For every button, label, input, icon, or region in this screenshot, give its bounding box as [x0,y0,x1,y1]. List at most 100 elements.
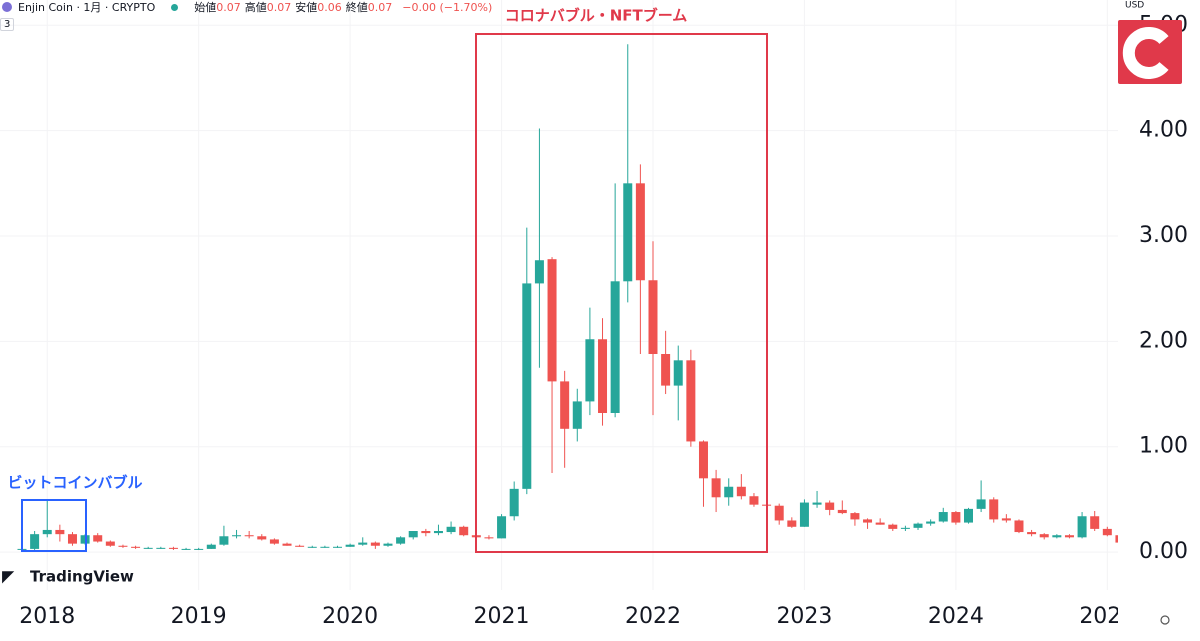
candle-body [888,524,898,529]
candle-body [598,339,608,413]
x-tick-label: 2018 [19,604,75,629]
candle-body [623,183,633,282]
y-tick-label: 0.00 [1139,539,1188,564]
candle-body [206,544,216,549]
x-tick-label: 2020 [322,604,378,629]
stat-value: 0.07 [216,1,241,14]
tv-logo: TradingView [30,568,134,586]
candle-body [534,260,544,284]
candle-body [143,547,153,549]
candle-body [484,537,494,539]
candle-body [837,509,847,514]
candle-body [1090,516,1100,529]
stat-value: 0.06 [317,1,342,14]
candle-body [825,502,835,510]
candle-body [951,512,961,523]
stat-label: 終値 [345,1,368,14]
collapse-button[interactable]: 3 [0,18,15,31]
annotation-box [21,499,87,552]
candle-body [345,544,355,547]
candle-body [459,526,469,536]
annotation-label: コロナバブル・NFTブーム [505,7,688,25]
candle-body [913,523,923,528]
candle-body [509,488,519,517]
candle-body [232,535,242,537]
status-dot [171,3,179,11]
candle-body [686,360,696,442]
candle-body [307,546,317,548]
candle-body [55,529,65,535]
stat-label: 安値 [295,1,318,14]
candle-body [926,521,936,524]
candle-body [105,541,115,546]
candle-body [1014,520,1024,533]
candle-body [93,535,103,542]
candle-body [1039,534,1049,538]
currency-label: USD [1125,1,1144,11]
candle-body [1064,535,1074,538]
candle-body [698,441,708,479]
settings-icon[interactable] [1160,615,1170,625]
x-tick-label: 2024 [928,604,984,629]
candle-body [648,280,658,354]
candle-body [67,534,77,544]
candle-body [168,547,178,549]
candle-body [320,546,330,548]
y-tick-label: 2.00 [1139,328,1188,353]
price-axis-panel [1118,0,1200,641]
candle-body [408,531,418,538]
candle-body [560,381,570,429]
candle-body [585,339,595,402]
candle-body [850,513,860,520]
candle-body [1052,535,1062,538]
y-tick-label: 1.00 [1139,434,1188,459]
x-tick-label: 2022 [625,604,681,629]
candle-body [610,281,620,413]
candle-body [433,531,443,534]
candle-body [547,259,557,382]
candle-body [421,531,431,534]
candle-body [333,546,342,548]
tv-logo-mark: ◤ [2,567,15,586]
candle-body [635,183,645,281]
collapse-count: 3 [4,19,11,30]
candle-body [799,502,809,527]
candle-body [156,547,166,549]
candle-body [370,542,380,546]
ohlc-stats: 始値0.07 高値0.07 安値0.06 終値0.07 [194,0,396,15]
candle-body [194,548,204,550]
candle-body [1102,528,1112,536]
candle-body [964,508,973,523]
candle-body [787,520,797,527]
candle-body [269,539,279,544]
candle-body [938,512,948,522]
y-tick-label: 3.00 [1139,223,1188,248]
coin-icon [2,2,12,12]
candle-body [282,543,292,546]
symbol-header: Enjin Coin · 1月 · CRYPTO 始値0.07 高値0.07 安値0… [0,0,496,14]
site-logo-c [1122,27,1169,79]
candle-body [736,486,746,497]
candle-body [446,526,456,533]
candle-body [673,360,683,386]
symbol-name[interactable]: Enjin Coin · 1月 · CRYPTO [18,1,156,14]
candle-body [774,505,784,521]
candle-body [497,516,507,539]
candle-body [42,529,52,535]
change: −0.00 (−1.70%) [402,0,493,14]
candle-body [1077,516,1087,538]
candle-body [131,546,141,548]
candle-body [1027,532,1037,535]
candle-body [358,542,368,545]
stat-value: 0.07 [367,1,393,14]
candle-body [396,537,406,544]
candle-body [181,548,191,550]
candle-body [749,496,759,505]
candle-body [219,536,229,545]
stat-label: 高値 [244,1,267,14]
candle-body [724,486,734,498]
candle-body [522,283,532,489]
candle-body [118,545,128,547]
